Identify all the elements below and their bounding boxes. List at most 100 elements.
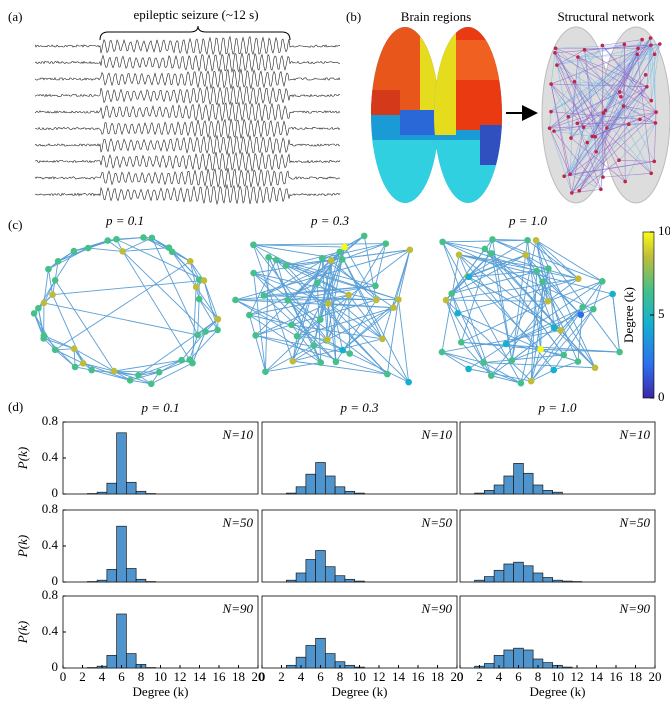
x-tick-label: 6: [118, 669, 125, 684]
network-title: p = 0.3: [310, 213, 350, 228]
network-edge: [123, 251, 190, 359]
x-tick-label: 4: [99, 669, 106, 684]
bar: [335, 576, 345, 582]
sn-node: [654, 110, 658, 114]
network-node: [288, 322, 295, 329]
sn-node: [649, 36, 653, 40]
network-node: [439, 349, 446, 356]
network-node: [533, 237, 540, 244]
colorbar-tick-label: 10: [658, 223, 670, 238]
sn-node: [585, 141, 589, 145]
brain-title: Brain regions: [401, 9, 471, 24]
y-tick-label: 0.4: [42, 449, 59, 464]
network-edge: [249, 260, 276, 315]
bar: [514, 562, 524, 582]
bar: [325, 654, 335, 668]
chart-title: p = 0.1: [140, 400, 179, 415]
network-node: [339, 256, 346, 263]
y-tick-label: 0.4: [42, 537, 59, 552]
network-edge: [249, 315, 265, 372]
network-node: [202, 328, 209, 335]
network-node: [345, 292, 352, 299]
network-node: [135, 372, 142, 379]
network-edge: [53, 295, 84, 364]
network-edge: [593, 281, 602, 309]
x-tick-label: 6: [515, 669, 522, 684]
bar: [475, 493, 485, 494]
network-node: [407, 247, 414, 254]
network-node: [104, 237, 111, 244]
bar: [504, 650, 514, 668]
network-node: [448, 290, 455, 297]
network-node: [119, 248, 126, 255]
sn-node: [594, 150, 598, 154]
x-tick-label: 18: [232, 669, 245, 684]
annotation: N=50: [421, 515, 453, 530]
sn-node: [576, 121, 580, 125]
network-node: [273, 257, 280, 264]
network-node: [317, 316, 324, 323]
network-node: [384, 371, 391, 378]
network-edge: [55, 261, 190, 349]
bar: [355, 493, 365, 494]
network-node: [113, 236, 120, 243]
sn-node: [562, 174, 566, 178]
sn-node: [604, 109, 608, 113]
network-node: [88, 367, 95, 374]
network-node: [339, 347, 346, 354]
network-node: [509, 357, 516, 364]
network-node: [317, 359, 324, 366]
bar: [286, 580, 296, 582]
network-edge: [491, 376, 521, 384]
network-node: [379, 336, 386, 343]
bar: [117, 614, 127, 668]
x-axis-label: Degree (k): [332, 684, 388, 699]
network-node: [55, 258, 62, 265]
bar: [345, 665, 355, 668]
network-node: [616, 349, 623, 356]
colorbar-tick-label: 5: [658, 306, 665, 321]
colorbar-label: Degree (k): [621, 287, 636, 343]
network-node: [250, 270, 257, 277]
network-node: [310, 342, 317, 349]
network-edge: [53, 280, 204, 294]
bar: [306, 646, 316, 669]
network-edge: [492, 239, 525, 255]
network-edge: [340, 252, 409, 382]
sn-node: [599, 187, 603, 191]
network-node: [539, 279, 546, 286]
network-edge: [204, 280, 218, 319]
sn-node: [649, 43, 653, 47]
annotation: N=90: [222, 601, 254, 616]
sn-node: [645, 85, 649, 89]
network-node: [85, 245, 92, 252]
bar: [325, 567, 335, 582]
bar: [345, 491, 355, 494]
network-node: [373, 297, 380, 304]
network-node: [518, 380, 525, 387]
network-edge: [350, 354, 409, 383]
network-node: [193, 284, 200, 291]
network-node: [341, 244, 348, 251]
bar: [523, 650, 533, 668]
bar: [543, 578, 553, 583]
network-node: [577, 311, 584, 318]
network-node: [361, 233, 368, 240]
figure: (a) (b) (c) (d) epileptic seizure (~12 s…: [0, 0, 670, 702]
network-node: [456, 251, 463, 258]
eeg-annotation: epileptic seizure (~12 s): [133, 7, 258, 22]
network-node: [545, 298, 552, 305]
network-edge: [613, 294, 620, 352]
x-tick-label: 8: [138, 669, 145, 684]
network-edge: [199, 299, 218, 319]
sn-node: [601, 175, 605, 179]
annotation: N=50: [619, 515, 651, 530]
network-node: [395, 296, 402, 303]
bar: [136, 579, 146, 582]
bar: [316, 638, 326, 668]
bar: [97, 492, 107, 494]
sn-node: [549, 110, 553, 114]
x-tick-label: 12: [174, 669, 187, 684]
network-node: [575, 358, 582, 365]
network-node: [599, 278, 606, 285]
